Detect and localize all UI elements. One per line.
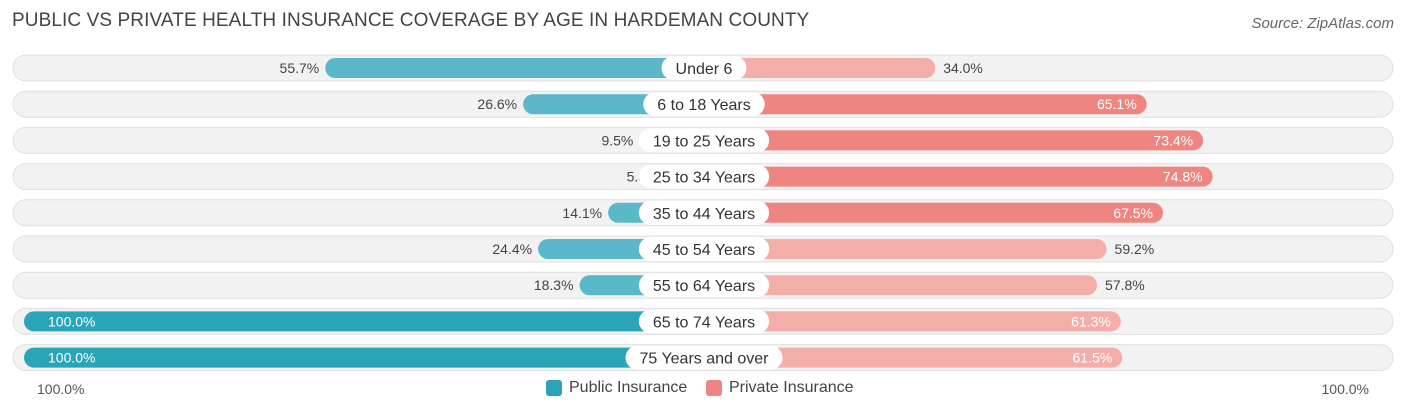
bar-public xyxy=(24,311,704,332)
category-pill xyxy=(638,237,770,261)
category-label: 6 to 18 Years xyxy=(657,97,750,114)
bar-private xyxy=(704,94,1147,115)
legend-item-private[interactable]: Private Insurance xyxy=(706,379,854,397)
value-label-public: 100.0% xyxy=(48,350,95,366)
bar-public xyxy=(24,347,704,368)
value-label-public: 24.4% xyxy=(492,241,532,257)
value-label-private: 74.8% xyxy=(1163,169,1203,185)
chart-title: PUBLIC VS PRIVATE HEALTH INSURANCE COVER… xyxy=(12,10,810,31)
category-pill xyxy=(638,200,770,225)
category-pill xyxy=(625,345,783,370)
value-label-private: 34.0% xyxy=(943,60,983,76)
legend-item-public[interactable]: Public Insurance xyxy=(546,379,687,397)
value-label-private: 61.5% xyxy=(1072,350,1112,366)
category-pill xyxy=(638,273,770,298)
value-label-private: 65.1% xyxy=(1097,96,1137,112)
value-label-private: 67.5% xyxy=(1113,205,1153,221)
axis-label-right: 100.0% xyxy=(1321,381,1369,397)
bar-private xyxy=(704,130,1204,151)
category-label: 55 to 64 Years xyxy=(653,278,755,295)
category-pill xyxy=(643,92,765,117)
category-pill xyxy=(638,309,770,334)
value-label-public: 26.6% xyxy=(477,96,517,112)
bar-private xyxy=(704,202,1163,223)
axis-label-left: 100.0% xyxy=(37,381,85,397)
bar-private xyxy=(704,311,1121,332)
category-label: 45 to 54 Years xyxy=(653,242,755,259)
value-label-public: 18.3% xyxy=(534,277,574,293)
bar-private xyxy=(704,58,936,78)
value-label-public: 14.1% xyxy=(562,205,602,221)
category-label: Under 6 xyxy=(676,61,733,78)
legend-swatch-public xyxy=(546,380,562,396)
category-label: 75 Years and over xyxy=(640,351,770,368)
category-pill xyxy=(661,56,747,80)
category-pill xyxy=(638,164,770,189)
source-credit: Source: ZipAtlas.com xyxy=(1251,15,1394,32)
legend: Public Insurance Private Insurance xyxy=(0,379,1406,401)
bar-private xyxy=(704,166,1213,187)
legend-label-private: Private Insurance xyxy=(729,379,854,396)
value-label-public: 55.7% xyxy=(280,60,320,76)
category-pill xyxy=(638,128,770,153)
value-label-private: 59.2% xyxy=(1115,241,1155,257)
bar-public xyxy=(325,58,704,78)
value-label-private: 61.3% xyxy=(1071,313,1111,329)
category-label: 65 to 74 Years xyxy=(653,314,755,331)
category-label: 19 to 25 Years xyxy=(653,133,755,150)
diverging-bar-chart: 55.7% 34.0% Under 6 26.6% 65.1% 6 to 18 Years… xyxy=(12,54,1394,372)
bar-private xyxy=(704,275,1098,296)
value-label-private: 57.8% xyxy=(1105,277,1145,293)
legend-label-public: Public Insurance xyxy=(569,379,688,396)
bar-private xyxy=(704,347,1123,368)
category-label: 25 to 34 Years xyxy=(653,170,755,187)
category-label: 35 to 44 Years xyxy=(653,206,755,223)
legend-swatch-private xyxy=(706,380,722,396)
value-label-private: 73.4% xyxy=(1153,132,1193,148)
value-label-public: 100.0% xyxy=(48,313,95,329)
bar-private xyxy=(704,239,1107,259)
value-label-public: 9.5% xyxy=(601,132,633,148)
